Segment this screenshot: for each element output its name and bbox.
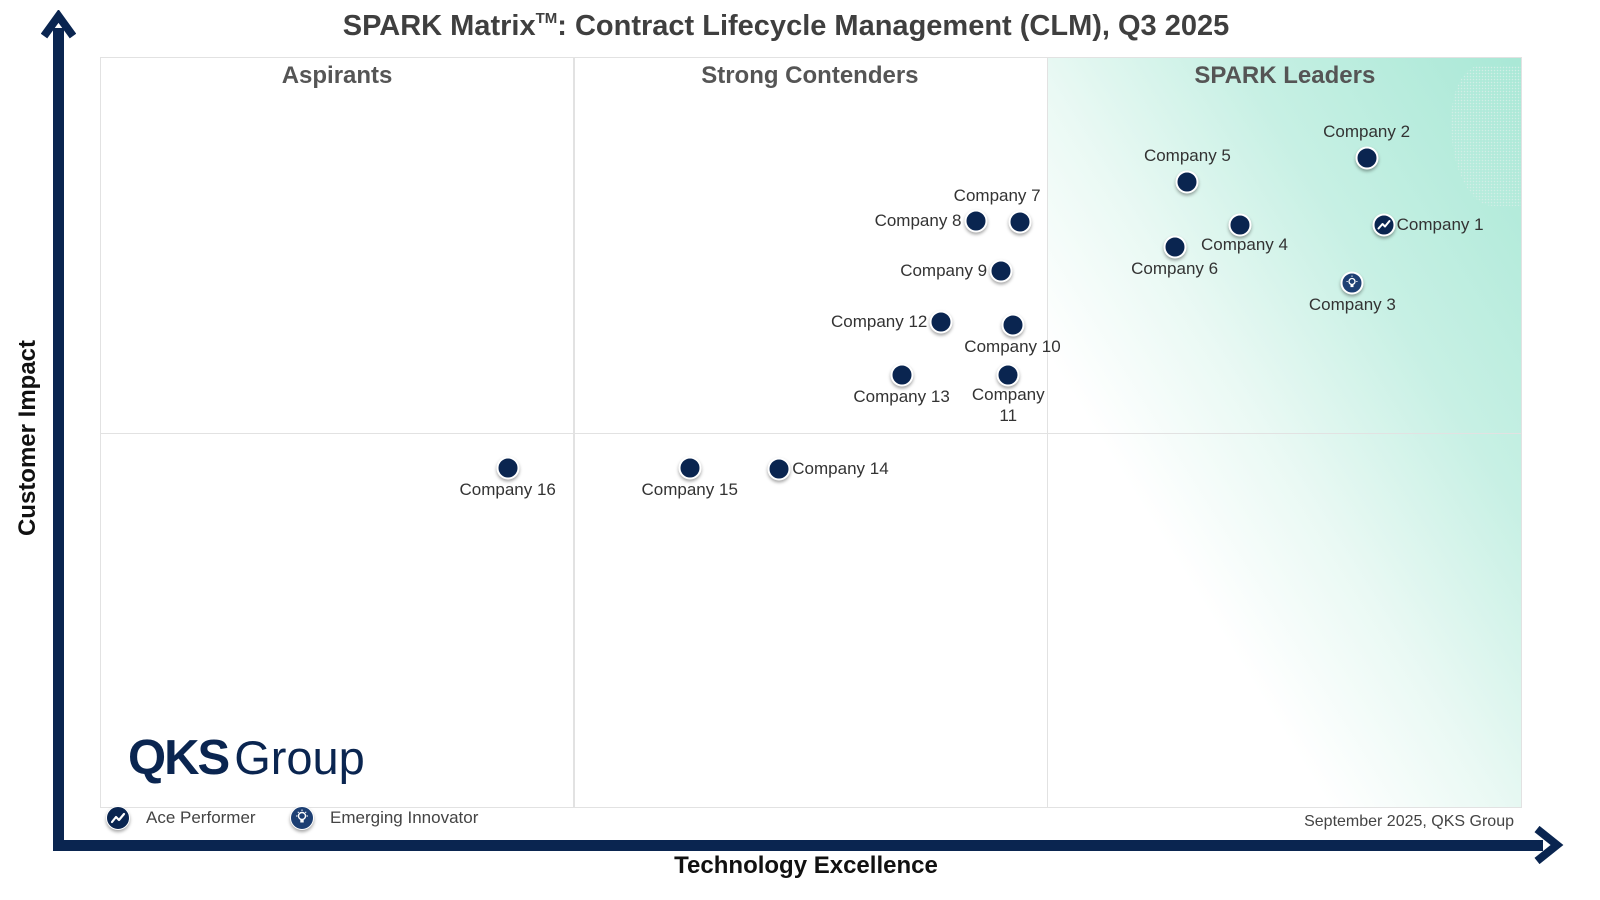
title-rest: : Contract Lifecycle Management (CLM), Q…: [557, 10, 1230, 42]
data-point: [767, 457, 791, 481]
legend-label: Emerging Innovator: [330, 808, 479, 827]
data-label: Company 2: [1323, 121, 1411, 141]
data-label: Company 5: [1143, 145, 1231, 165]
data-point: [678, 456, 702, 480]
data-label: Company 15: [641, 480, 738, 500]
title-main: SPARK Matrix: [342, 10, 536, 42]
data-label: Company 6: [1131, 259, 1219, 279]
ace-performer-icon: [1377, 219, 1391, 230]
data-point: [996, 363, 1020, 387]
data-point: [929, 310, 953, 334]
lightbulb-icon: [1346, 275, 1358, 288]
data-point: [1001, 313, 1024, 337]
x-axis-label: Technology Excellence: [674, 852, 938, 879]
data-point: [964, 209, 988, 233]
data-label: Company 10: [964, 337, 1061, 357]
quadrant-divider-2: [1046, 58, 1049, 807]
data-label: Company 16: [459, 480, 556, 500]
leaders-quadrant-gradient: [1046, 58, 1521, 807]
legend-item-emerging-innovator: Emerging Innovator: [290, 806, 478, 830]
data-label: Company 12: [831, 312, 928, 332]
data-label: Company 1: [1396, 214, 1484, 234]
quadrant-label-strong-contenders: Strong Contenders: [701, 62, 919, 89]
data-point: [1163, 235, 1187, 259]
trademark-mark: TM: [535, 10, 558, 27]
plot-area: Aspirants Strong Contenders SPARK Leader…: [100, 57, 1522, 808]
quadrant-label-aspirants: Aspirants: [281, 62, 393, 89]
data-point: [1355, 146, 1379, 170]
quadrant-label-spark-leaders: SPARK Leaders: [1194, 62, 1376, 89]
data-label: Company 11: [971, 384, 1045, 425]
ace-performer-icon: [106, 806, 130, 830]
data-label: Company 8: [874, 210, 962, 230]
data-label: Company 14: [792, 458, 889, 478]
data-label: Company 13: [853, 386, 950, 406]
data-point: [989, 259, 1013, 283]
y-axis-line: [53, 28, 64, 851]
data-label: Company 9: [900, 261, 988, 281]
legend-label: Ace Performer: [146, 808, 256, 827]
data-point: [1372, 213, 1396, 237]
horizontal-divider: [101, 432, 1521, 435]
logo-regular: Group: [234, 731, 365, 784]
y-axis-arrowhead: [41, 10, 76, 39]
x-axis-line: [53, 840, 1543, 851]
data-point: [1008, 210, 1032, 234]
lightbulb-icon: [290, 806, 314, 830]
logo-bold: QKS: [128, 731, 230, 785]
x-axis-arrowhead: [1534, 826, 1564, 864]
legend-item-ace-performer: Ace Performer: [106, 806, 256, 830]
data-point: [890, 363, 914, 387]
data-label: Company 4: [1201, 234, 1288, 254]
data-label: Company 3: [1308, 295, 1396, 315]
qks-group-logo: QKS Group: [128, 730, 365, 786]
data-point: [1340, 271, 1364, 295]
decorative-texture: [1451, 66, 1521, 206]
data-label: Company 7: [953, 185, 1041, 205]
data-point: [496, 456, 520, 480]
data-point: [1175, 170, 1199, 194]
source-footnote: September 2025, QKS Group: [1304, 813, 1514, 830]
quadrant-divider-1: [573, 58, 575, 807]
y-axis-label: Customer Impact: [14, 339, 41, 537]
data-point: [1228, 213, 1252, 237]
chart-title: SPARK MatrixTM: Contract Lifecycle Manag…: [0, 10, 1572, 43]
